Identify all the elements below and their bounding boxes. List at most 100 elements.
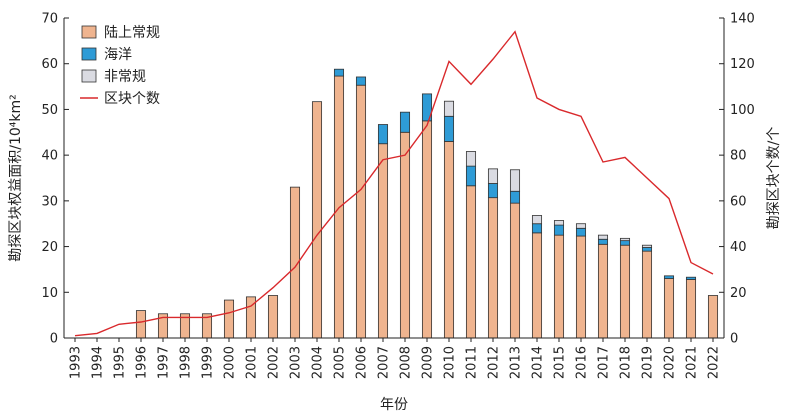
x-tick-label: 2013 (509, 346, 524, 379)
bar-1-2002 (267, 295, 279, 339)
bar-2-2012 (487, 183, 499, 199)
bar-3-2013 (509, 169, 521, 192)
bar-2-2019 (641, 247, 653, 252)
bar-1-2011 (465, 185, 477, 339)
x-tick-label: 1996 (135, 346, 150, 379)
bar-3-2018 (619, 237, 631, 242)
x-tick-label: 2002 (267, 346, 282, 379)
y2-tick-label: 60 (730, 194, 747, 209)
bar-3-2017 (597, 234, 609, 240)
y-tick-label: 0 (50, 332, 58, 347)
x-tick-label: 2015 (553, 346, 568, 379)
bar-2-2013 (509, 190, 521, 204)
bar-1-2014 (531, 232, 543, 339)
x-tick-label: 2003 (289, 346, 304, 379)
x-tick-label: 2007 (377, 346, 392, 379)
bar-2-2011 (465, 165, 477, 187)
bar-1-2012 (487, 197, 499, 339)
bar-1-2008 (399, 131, 411, 339)
bar-2-2015 (553, 224, 565, 236)
bar-2-2008 (399, 111, 411, 133)
x-tick-label: 2014 (531, 346, 546, 379)
bar-2-2016 (575, 227, 587, 237)
bar-3-2014 (531, 215, 543, 225)
bar-2-2014 (531, 223, 543, 234)
x-tick-label: 2010 (443, 346, 458, 379)
y2-axis-title: 勘探区块个数/个 (766, 127, 782, 230)
line-series-block-count (74, 30, 714, 337)
x-tick-label: 2012 (487, 346, 502, 379)
y2-tick-label: 40 (730, 240, 747, 255)
bar-1-2000 (223, 299, 235, 339)
x-tick-label: 1997 (157, 346, 172, 379)
y-axis-title: 勘探区块权益面积/10⁴km² (8, 94, 24, 262)
y-tick-label: 60 (41, 57, 58, 72)
bar-1-2010 (443, 141, 455, 339)
y-tick-label: 30 (41, 194, 58, 209)
x-tick-label: 1998 (179, 346, 194, 379)
bar-2-2005 (333, 68, 345, 77)
x-tick-label: 2009 (421, 346, 436, 379)
x-axis-title: 年份 (380, 397, 408, 413)
bar-1-2009 (421, 120, 433, 339)
y2-tick-label: 100 (730, 103, 755, 118)
legend-label-4: 区块个数 (104, 91, 160, 107)
y-tick-label: 40 (41, 149, 58, 164)
bar-3-2012 (487, 168, 499, 184)
legend-swatch-3 (81, 69, 97, 83)
bar-1-2021 (685, 279, 697, 339)
x-tick-label: 2020 (663, 346, 678, 379)
bar-3-2011 (465, 151, 477, 167)
bar-1-2019 (641, 250, 653, 339)
bar-2-2009 (421, 93, 433, 122)
bar-2-2021 (685, 276, 697, 280)
y2-tick-label: 80 (730, 149, 747, 164)
y2-tick-label: 140 (730, 12, 755, 27)
x-tick-label: 2004 (311, 346, 326, 379)
x-tick-label: 2005 (333, 346, 348, 379)
bar-3-2019 (641, 244, 653, 248)
x-tick-label: 1994 (91, 346, 106, 379)
x-tick-label: 2006 (355, 346, 370, 379)
x-tick-label: 1995 (113, 346, 128, 379)
bar-2-2018 (619, 240, 631, 246)
x-tick-label: 2000 (223, 346, 238, 379)
legend-swatch-2 (81, 47, 97, 61)
legend-swatch-1 (81, 25, 97, 39)
x-tick-label: 1999 (201, 346, 216, 379)
bar-2-2020 (663, 275, 675, 279)
legend-label-1: 陆上常规 (104, 25, 160, 41)
bar-1-2004 (311, 101, 323, 339)
y-tick-label: 10 (41, 286, 58, 301)
legend-label-2: 海洋 (104, 47, 132, 63)
y-tick-label: 20 (41, 240, 58, 255)
bar-1-2018 (619, 244, 631, 339)
y2-tick-label: 20 (730, 286, 747, 301)
bar-1-2015 (553, 234, 565, 339)
x-tick-label: 2022 (707, 346, 722, 379)
bar-1-2017 (597, 243, 609, 339)
x-tick-label: 1993 (69, 346, 84, 379)
y2-tick-label: 0 (730, 332, 738, 347)
x-tick-label: 2018 (619, 346, 634, 379)
bar-1-2016 (575, 235, 587, 339)
bar-2-2006 (355, 76, 367, 86)
bar-1-2022 (707, 295, 719, 339)
x-tick-label: 2001 (245, 346, 260, 379)
bar-2-2007 (377, 124, 389, 145)
bar-1-2007 (377, 143, 389, 339)
x-tick-label: 2008 (399, 346, 414, 379)
bar-1-1996 (135, 310, 147, 339)
bar-1-2020 (663, 278, 675, 339)
x-tick-label: 2019 (641, 346, 656, 379)
x-tick-label: 2016 (575, 346, 590, 379)
x-tick-label: 2011 (465, 346, 480, 379)
y-tick-label: 70 (41, 12, 58, 27)
bar-2-2010 (443, 115, 455, 142)
bar-3-2016 (575, 223, 587, 229)
bar-1-2013 (509, 202, 521, 339)
x-tick-label: 2021 (685, 346, 700, 379)
bar-3-2015 (553, 220, 565, 226)
y-tick-label: 50 (41, 103, 58, 118)
bar-2-2017 (597, 238, 609, 245)
